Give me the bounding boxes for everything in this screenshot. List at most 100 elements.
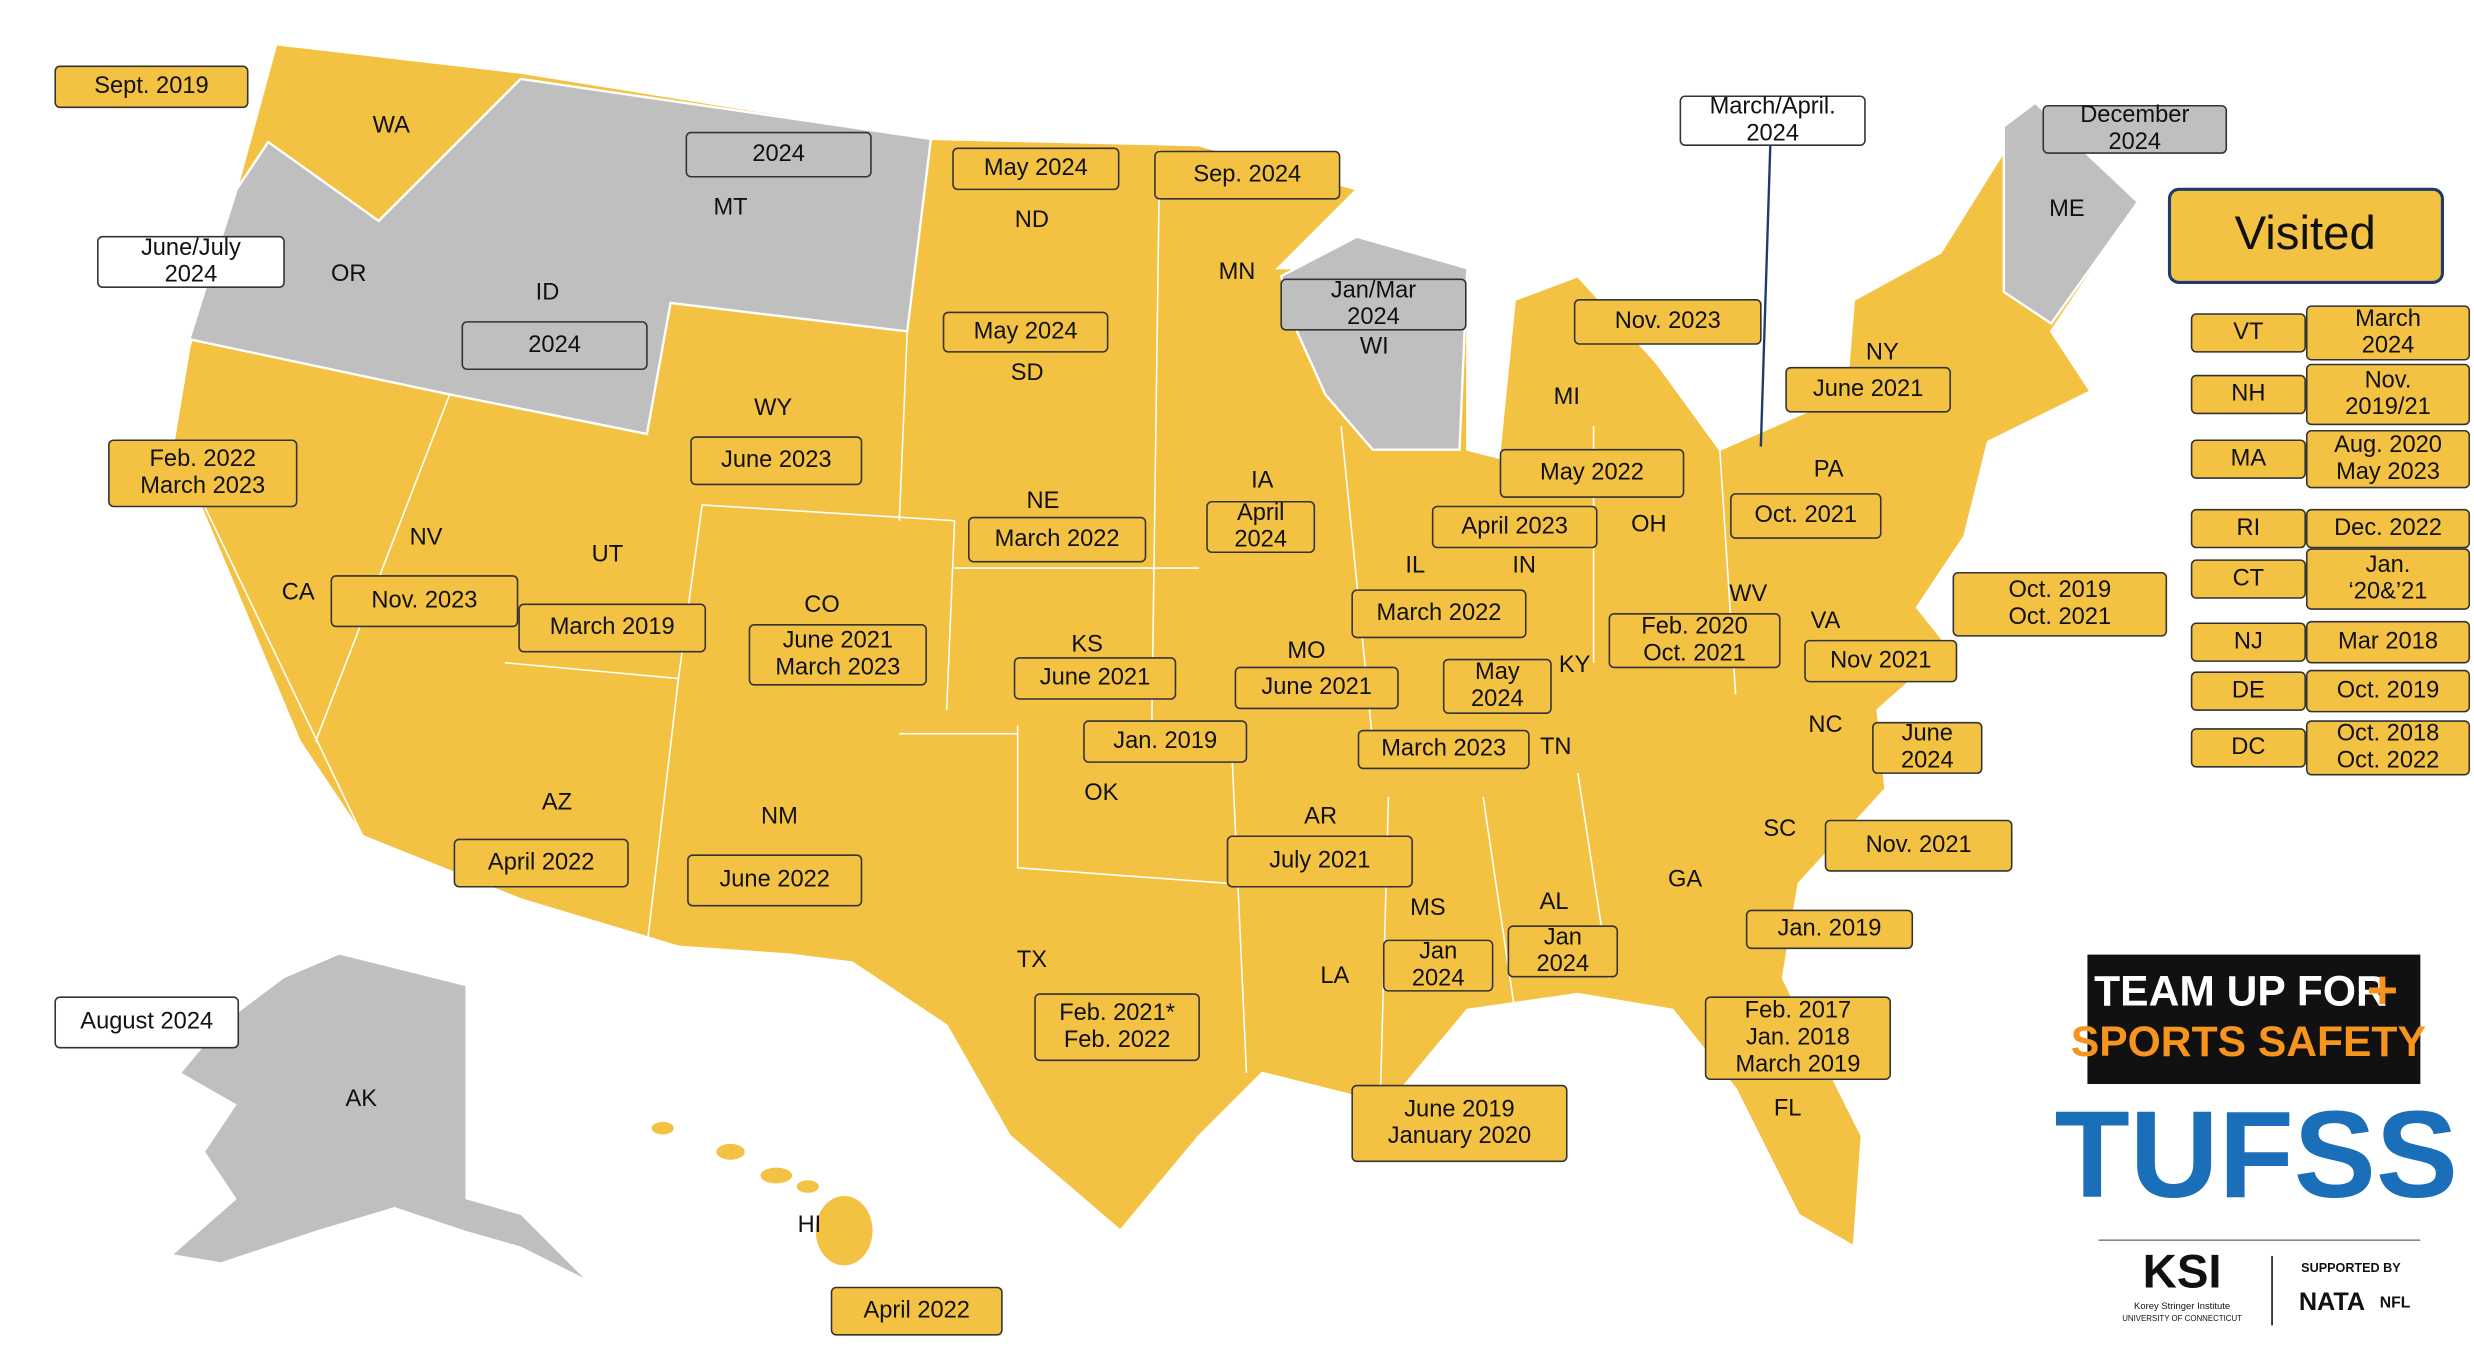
date-box bbox=[1507, 925, 1619, 978]
date-label: Nov 2021 bbox=[1830, 647, 1931, 673]
date-label: Nov. 2023 bbox=[1615, 308, 1721, 334]
state-abbr: NY bbox=[1866, 340, 1899, 366]
abbr-box bbox=[2190, 313, 2306, 353]
state-abbr: AL bbox=[1540, 889, 1569, 915]
date-box bbox=[2305, 620, 2471, 664]
state-abbr: KY bbox=[1559, 652, 1591, 678]
date-label: March 2022 bbox=[995, 526, 1120, 552]
state-abbr: PA bbox=[1814, 456, 1844, 482]
date-box bbox=[1226, 835, 1413, 888]
date-box bbox=[1573, 299, 1762, 345]
state-abbr: AZ bbox=[542, 789, 572, 815]
date-label: 2024 bbox=[1901, 748, 1954, 774]
date-label: Aug. 2020 bbox=[2334, 432, 2442, 458]
logo-institute-name: Korey Stringer Institute bbox=[2134, 1301, 2230, 1312]
state-abbr: IA bbox=[1251, 468, 1274, 494]
state-abbr: AK bbox=[346, 1086, 378, 1112]
logo-banner bbox=[2087, 954, 2421, 1084]
date-box bbox=[1206, 500, 1316, 554]
state-abbr: NJ bbox=[2234, 628, 2263, 654]
state-abbr: KS bbox=[1071, 632, 1103, 658]
state-abbr: IL bbox=[1405, 553, 1425, 579]
date-box bbox=[2305, 429, 2471, 489]
date-label: May 2022 bbox=[1540, 460, 1644, 486]
date-box bbox=[1785, 366, 1951, 413]
date-label: Sept. 2019 bbox=[94, 73, 208, 99]
state-abbr: MT bbox=[713, 195, 747, 221]
date-box bbox=[54, 996, 240, 1049]
date-box bbox=[1745, 909, 1914, 950]
date-label: Nov. 2021 bbox=[1866, 832, 1972, 858]
date-box bbox=[54, 65, 249, 109]
date-label: Jan. bbox=[2366, 552, 2411, 578]
abbr-box bbox=[2190, 622, 2306, 662]
date-box bbox=[690, 436, 863, 486]
date-label: Oct. 2021 bbox=[2009, 604, 2112, 630]
date-label: April 2023 bbox=[1461, 513, 1568, 539]
date-label: 2024 bbox=[1471, 686, 1524, 712]
date-label: 2024 bbox=[1536, 951, 1589, 977]
abbr-box bbox=[2190, 671, 2306, 711]
date-box bbox=[1804, 639, 1958, 683]
date-label: Jan. 2018 bbox=[1746, 1024, 1850, 1050]
date-box bbox=[1608, 612, 1781, 669]
date-box bbox=[2305, 720, 2471, 776]
date-box bbox=[97, 235, 285, 288]
abbr-box bbox=[2190, 439, 2306, 479]
date-box bbox=[1824, 819, 2013, 872]
date-box bbox=[2305, 669, 2471, 713]
date-box bbox=[1442, 658, 1552, 714]
date-box bbox=[1013, 657, 1177, 700]
date-label: August 2024 bbox=[80, 1009, 213, 1035]
logo-plus: + bbox=[2367, 960, 2398, 1020]
logo: TEAM UP FOR + SPORTS SAFETY TUFSS KSI Ko… bbox=[2055, 954, 2458, 1326]
date-box bbox=[1234, 666, 1399, 710]
date-label: Feb. 2020 bbox=[1641, 613, 1748, 639]
date-box bbox=[1357, 729, 1530, 770]
state-abbr: NV bbox=[410, 524, 443, 550]
date-label: Oct. 2019 bbox=[2009, 577, 2112, 603]
date-box bbox=[748, 624, 927, 686]
date-label: July 2021 bbox=[1269, 848, 1370, 874]
date-label: Oct. 2022 bbox=[2337, 748, 2440, 774]
date-label: 2024 bbox=[165, 262, 218, 288]
state-abbr: WI bbox=[1360, 333, 1389, 359]
date-label: Feb. 2022 bbox=[149, 446, 256, 472]
state-abbr: MS bbox=[1410, 895, 1445, 921]
date-label: March bbox=[2355, 306, 2421, 332]
date-box bbox=[1679, 95, 1866, 146]
abbr-box bbox=[2190, 374, 2306, 415]
date-box bbox=[518, 603, 707, 653]
date-label: June bbox=[1902, 721, 1953, 747]
date-box bbox=[1704, 996, 1892, 1081]
date-label: Oct. 2021 bbox=[1643, 640, 1746, 666]
date-label: Jan. 2019 bbox=[1778, 916, 1882, 942]
date-label: June 2023 bbox=[721, 447, 832, 473]
date-box bbox=[1083, 720, 1248, 763]
date-label: April 2022 bbox=[488, 849, 595, 875]
state-abbr: OR bbox=[331, 261, 366, 287]
hawaii bbox=[651, 1121, 873, 1266]
date-label: Feb. 2021* bbox=[1059, 1000, 1175, 1026]
date-label: 2024 bbox=[2108, 129, 2161, 155]
state-abbr: RI bbox=[2237, 515, 2261, 541]
state-abbr: VT bbox=[2233, 319, 2263, 345]
date-box bbox=[952, 147, 1120, 191]
state-abbr: HI bbox=[798, 1212, 822, 1238]
date-label: March 2023 bbox=[775, 654, 900, 680]
date-label: Nov. 2023 bbox=[371, 587, 477, 613]
date-box bbox=[1034, 993, 1200, 1062]
state-abbr: NH bbox=[2231, 381, 2265, 407]
date-label: June 2021 bbox=[1813, 376, 1924, 402]
date-label: June 2021 bbox=[1261, 674, 1372, 700]
state-abbr: DE bbox=[2232, 677, 2265, 703]
date-box bbox=[1382, 939, 1494, 992]
date-box bbox=[1431, 505, 1598, 549]
date-label: June 2021 bbox=[1040, 665, 1151, 691]
date-label: 2024 bbox=[752, 141, 805, 167]
logo-supported: SUPPORTED BY bbox=[2301, 1261, 2401, 1275]
date-label: Dec. 2022 bbox=[2334, 515, 2442, 541]
date-label: Oct. 2019 bbox=[2337, 677, 2440, 703]
date-label: March/April. bbox=[1710, 94, 1836, 120]
date-label: April bbox=[1237, 500, 1284, 526]
